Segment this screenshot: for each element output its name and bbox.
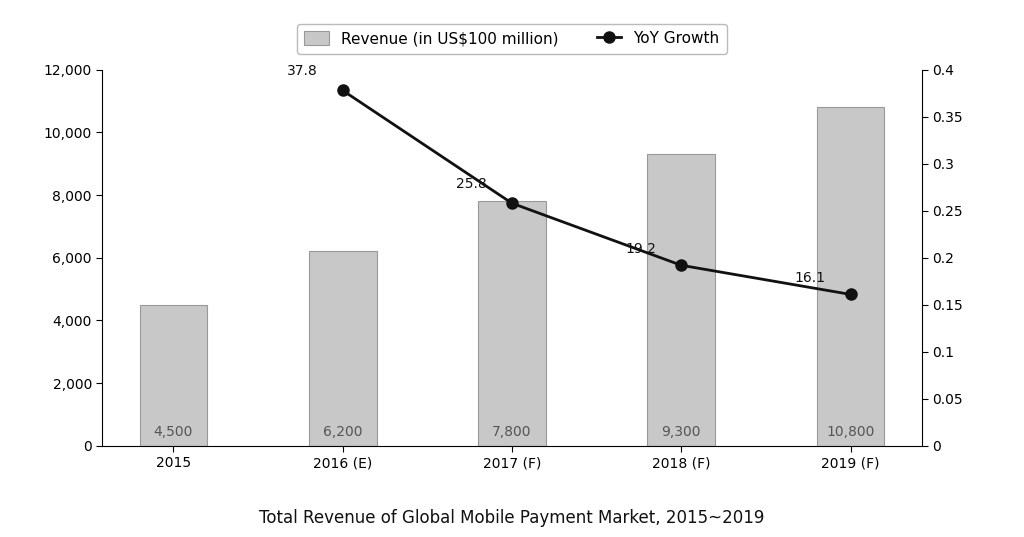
Text: Total Revenue of Global Mobile Payment Market, 2015~2019: Total Revenue of Global Mobile Payment M… (259, 509, 765, 527)
Text: 16.1: 16.1 (795, 271, 825, 285)
Text: 10,800: 10,800 (826, 425, 874, 439)
Text: 9,300: 9,300 (662, 425, 701, 439)
Text: 25.8: 25.8 (456, 177, 486, 191)
Bar (309, 251, 377, 446)
Legend: Revenue (in US$100 million), YoY Growth: Revenue (in US$100 million), YoY Growth (297, 24, 727, 54)
Text: 7,800: 7,800 (493, 425, 531, 439)
Bar (139, 304, 207, 446)
Text: 37.8: 37.8 (287, 64, 317, 78)
Bar (817, 107, 885, 446)
Text: 6,200: 6,200 (323, 425, 362, 439)
Bar (478, 201, 546, 446)
Bar (647, 155, 715, 446)
Text: 19.2: 19.2 (625, 242, 655, 256)
Text: 4,500: 4,500 (154, 425, 194, 439)
